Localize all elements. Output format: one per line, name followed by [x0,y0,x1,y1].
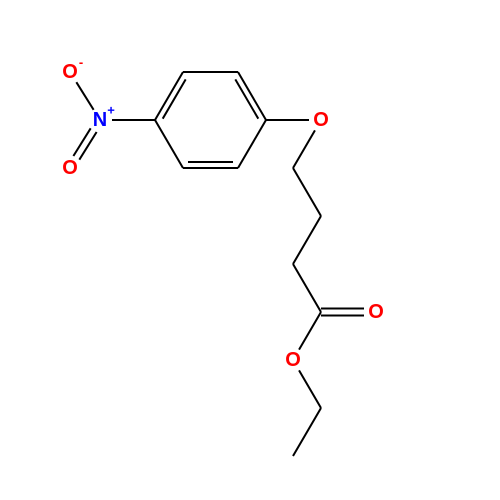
atom-charge: + [107,103,115,118]
bond [299,370,321,408]
molecule-diagram: O-N+OOOO [0,0,500,500]
atom-label: O [368,301,384,323]
atom-N1: N+ [93,103,115,132]
atom-label: O [285,349,301,371]
bond [293,130,315,168]
bond [293,264,321,312]
bond [293,168,321,216]
bond [293,408,321,456]
atom-O4: O [368,301,384,323]
atom-O5: O [285,349,301,371]
bond [238,72,266,120]
bond [238,120,266,168]
bond [155,120,183,168]
atom-label: O [313,109,329,131]
bond [293,216,321,264]
atom-O2: O [62,157,78,179]
atom-label: O [62,157,78,179]
atom-label: N [93,109,107,131]
bond [299,312,321,350]
bond [155,72,183,120]
bond [73,128,90,156]
atom-label: O [62,61,78,83]
bond [76,82,93,110]
atom-charge: - [79,55,83,70]
bond [79,132,96,160]
atom-O1: O- [62,55,83,84]
atom-O3: O [313,109,329,131]
